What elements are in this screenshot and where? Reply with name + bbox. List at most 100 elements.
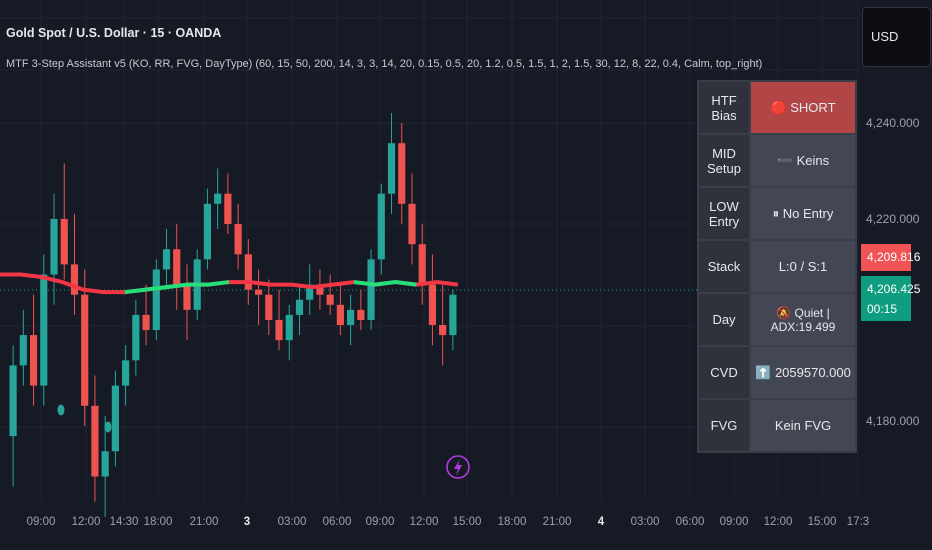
candle <box>122 345 130 406</box>
candle-body <box>336 304 344 325</box>
candle <box>70 213 79 315</box>
time-axis-label: 21:00 <box>542 516 572 528</box>
signal-markers <box>57 404 112 433</box>
candlesticks <box>9 112 457 517</box>
candle-body <box>162 249 171 270</box>
candle <box>449 289 457 351</box>
candle <box>111 370 119 467</box>
candle <box>152 259 160 341</box>
currency-selector[interactable]: USD <box>862 7 931 67</box>
time-axis-label: 06:00 <box>675 516 705 528</box>
candle-body <box>387 143 396 194</box>
moving-average-bull-segment <box>353 280 417 287</box>
stack-value: L:0 / S:1 <box>751 241 855 292</box>
candle <box>336 284 344 336</box>
mid-setup-value: ➖ Keins <box>751 135 855 186</box>
candle-body <box>111 385 119 452</box>
ma-price-value: 4,209.816 <box>867 250 921 264</box>
candle-body <box>50 218 58 275</box>
candle-body <box>81 294 89 406</box>
last-price-tag: 4,206.425 00:15 <box>861 276 920 321</box>
row-label: LOW Entry <box>699 188 749 239</box>
time-axis-label: 21:00 <box>189 516 219 528</box>
row-label: Stack <box>699 241 749 292</box>
candle-body <box>347 309 355 325</box>
candle <box>326 274 334 315</box>
candle <box>50 193 58 305</box>
candle-body <box>367 259 375 320</box>
candle-body <box>265 294 273 320</box>
candle <box>316 269 324 310</box>
candle <box>9 345 17 487</box>
candle-body <box>408 203 416 245</box>
candle <box>29 294 38 406</box>
candle-body <box>9 365 17 437</box>
candle-body <box>132 314 140 361</box>
candle-body <box>91 405 99 477</box>
lightning-icon[interactable] <box>446 455 470 479</box>
time-axis-label: 09:00 <box>365 516 395 528</box>
indicator-legend[interactable]: MTF 3-Step Assistant v5 (KO, RR, FVG, Da… <box>6 58 763 70</box>
time-axis-label: 06:00 <box>322 516 352 528</box>
time-axis-label: 3 <box>243 516 251 528</box>
candle <box>306 264 314 315</box>
time-axis-label: 09:00 <box>719 516 749 528</box>
table-row-low-entry: LOW Entry ⏸ No Entry <box>699 188 855 239</box>
candle <box>183 264 191 341</box>
time-axis-label: 18:00 <box>497 516 527 528</box>
candle-body <box>234 224 242 255</box>
candle-body <box>40 274 48 386</box>
candle-body <box>122 360 130 386</box>
candle <box>162 229 171 290</box>
candle <box>367 249 375 331</box>
symbol-title: Gold Spot / U.S. Dollar · 15 · OANDA <box>6 26 222 40</box>
candle <box>377 183 385 275</box>
day-value: 🔕 Quiet | ADX:19.499 <box>751 294 855 345</box>
time-axis-label: 03:00 <box>277 516 307 528</box>
table-row-mid-setup: MID Setup ➖ Keins <box>699 135 855 186</box>
candle-body <box>295 299 304 315</box>
candle-body <box>29 335 38 386</box>
price-axis-label: 4,240.000 <box>866 116 920 130</box>
moving-average-bull-segment <box>124 280 230 295</box>
table-row-fvg: FVG Kein FVG <box>699 400 855 451</box>
candle <box>254 269 263 325</box>
assistant-table: HTF Bias 🔴 SHORT MID Setup ➖ Keins LOW E… <box>697 80 857 453</box>
currency-label: USD <box>871 29 899 44</box>
candle <box>347 294 355 346</box>
candle <box>295 284 304 336</box>
candle <box>19 309 27 386</box>
candle <box>428 254 437 346</box>
candle <box>244 239 252 305</box>
candle-body <box>285 314 293 341</box>
candle <box>214 168 222 230</box>
candle <box>387 112 396 214</box>
time-axis-label: 14:30 <box>109 516 139 528</box>
signal-marker-low <box>57 404 65 416</box>
row-label: MID Setup <box>699 135 749 186</box>
candle-body <box>326 294 334 305</box>
candle-body <box>316 284 324 295</box>
candle <box>173 224 181 310</box>
candle <box>60 163 68 280</box>
candle-body <box>275 319 283 341</box>
candle <box>285 304 293 361</box>
candle <box>81 269 89 426</box>
row-label: Day <box>699 294 749 345</box>
row-label: CVD <box>699 347 749 398</box>
candle-body <box>203 203 212 260</box>
candle-body <box>183 284 191 310</box>
candle <box>418 224 426 305</box>
candle <box>91 375 99 502</box>
last-price-value: 4,206.425 <box>867 282 921 296</box>
candle-body <box>254 289 263 295</box>
candle-body <box>19 335 27 366</box>
time-axis-label: 17:3 <box>846 516 870 528</box>
candle <box>408 173 416 265</box>
candle-body <box>70 264 79 295</box>
candle-body <box>357 309 365 320</box>
candle-body <box>449 294 457 336</box>
time-axis-label: 15:00 <box>807 516 837 528</box>
candle-body <box>60 218 68 265</box>
time-axis-label: 4 <box>597 516 605 528</box>
